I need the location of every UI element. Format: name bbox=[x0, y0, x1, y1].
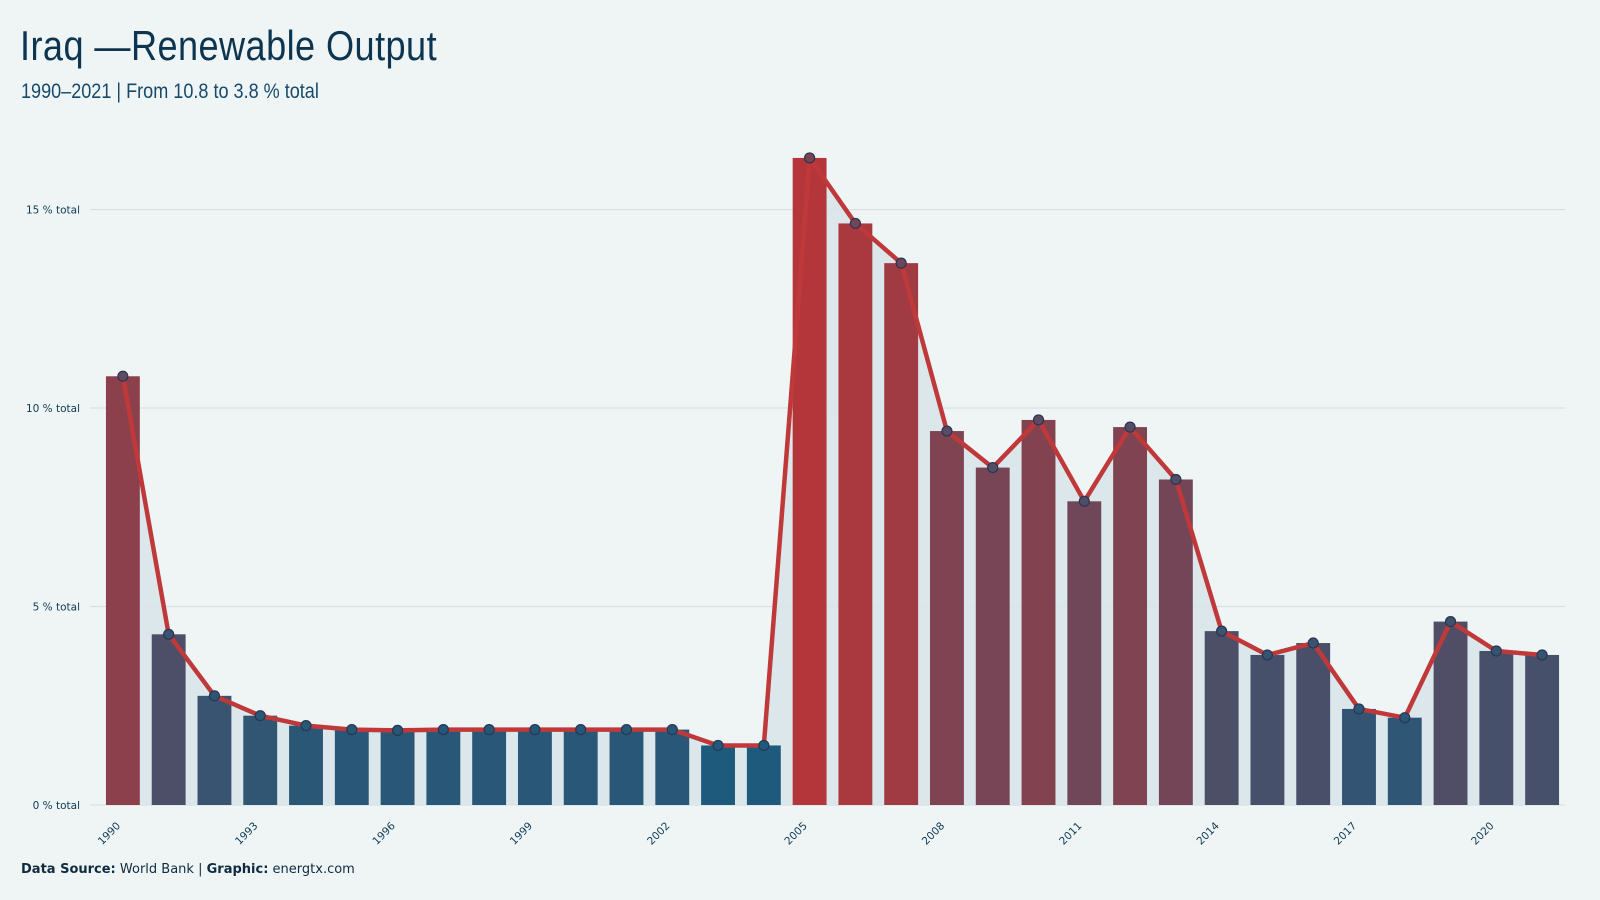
footer-separator: | bbox=[198, 862, 203, 877]
bar bbox=[1387, 717, 1422, 805]
bar bbox=[884, 263, 919, 805]
x-tick-label: 2017 bbox=[1332, 820, 1359, 847]
data-point bbox=[208, 690, 221, 702]
bar bbox=[975, 467, 1010, 805]
data-point bbox=[895, 257, 907, 269]
data-point bbox=[666, 723, 678, 736]
x-tick-label: 1990 bbox=[96, 820, 123, 847]
x-tick-label: 1996 bbox=[370, 820, 398, 848]
footer: Data Source: World Bank | Graphic: energ… bbox=[21, 862, 355, 877]
chart-title: Iraq —Renewable Output bbox=[20, 22, 438, 69]
bar bbox=[1479, 650, 1514, 805]
x-tick-label: 1999 bbox=[508, 820, 535, 847]
bar bbox=[563, 729, 598, 805]
data-point bbox=[391, 724, 404, 736]
data-point bbox=[1124, 421, 1136, 433]
bar bbox=[334, 729, 369, 805]
data-point bbox=[941, 425, 953, 437]
point-layer bbox=[117, 152, 1548, 752]
bar bbox=[1158, 479, 1193, 805]
x-tick-label: 1993 bbox=[233, 820, 260, 847]
bar bbox=[746, 745, 781, 805]
data-point bbox=[1032, 414, 1045, 426]
bar bbox=[1021, 419, 1056, 805]
bar bbox=[1433, 621, 1468, 805]
x-tick-label: 2014 bbox=[1194, 820, 1222, 848]
data-point bbox=[117, 370, 129, 382]
data-point bbox=[1216, 625, 1228, 637]
chart-subtitle: 1990–2021 | From 10.8 to 3.8 % total bbox=[21, 80, 319, 103]
bar bbox=[1296, 643, 1331, 805]
bar bbox=[472, 729, 507, 805]
source-label: Data Source: bbox=[21, 862, 116, 877]
bar bbox=[426, 729, 461, 805]
x-tick-label: 2011 bbox=[1057, 820, 1084, 847]
bar bbox=[517, 729, 552, 805]
bar bbox=[380, 730, 415, 805]
data-point bbox=[620, 723, 633, 736]
x-axis: 1990 1993 1996 1999 2002 2005 2008 2011 2014 2017… bbox=[96, 820, 1497, 848]
bar bbox=[1525, 654, 1560, 805]
x-tick-label: 2020 bbox=[1469, 820, 1496, 847]
bar bbox=[1204, 631, 1239, 805]
x-tick-label: 2005 bbox=[782, 820, 809, 847]
data-point bbox=[1170, 473, 1182, 486]
bar bbox=[197, 695, 232, 805]
data-point bbox=[300, 720, 312, 732]
data-point bbox=[1353, 703, 1365, 715]
y-tick-label: 10 % total bbox=[26, 403, 80, 415]
bar bbox=[243, 715, 278, 805]
data-point bbox=[987, 461, 999, 474]
x-tick-label: 2002 bbox=[645, 820, 672, 847]
y-tick-label: 5 % total bbox=[33, 602, 80, 614]
y-tick-label: 15 % total bbox=[26, 205, 80, 217]
data-point bbox=[712, 739, 724, 752]
trend-line bbox=[120, 155, 1545, 748]
bar bbox=[609, 729, 644, 805]
data-point bbox=[163, 628, 175, 640]
bar bbox=[701, 745, 735, 805]
graphic-value: energtx.com bbox=[272, 862, 355, 877]
x-tick-label: 2008 bbox=[920, 820, 947, 847]
bar bbox=[151, 634, 186, 805]
data-point bbox=[1078, 495, 1090, 507]
graphic-label: Graphic: bbox=[206, 862, 269, 877]
data-point bbox=[575, 723, 587, 736]
bar bbox=[1250, 654, 1285, 805]
data-point bbox=[529, 723, 541, 736]
bar bbox=[1342, 708, 1376, 805]
data-point bbox=[1444, 615, 1457, 628]
line-layer bbox=[120, 155, 1545, 748]
data-point bbox=[346, 723, 358, 736]
data-point bbox=[758, 739, 770, 752]
data-point bbox=[437, 723, 449, 736]
y-tick-label: 0 % total bbox=[33, 800, 80, 812]
data-point bbox=[1261, 649, 1274, 661]
source-value: World Bank bbox=[119, 862, 194, 877]
data-point bbox=[1399, 712, 1411, 724]
bar bbox=[289, 725, 323, 805]
data-point bbox=[483, 723, 495, 736]
bar bbox=[1067, 501, 1102, 805]
bar bbox=[838, 223, 873, 805]
data-point bbox=[804, 152, 816, 164]
bar bbox=[930, 431, 964, 805]
data-point bbox=[1536, 649, 1548, 661]
bar bbox=[792, 157, 827, 805]
data-point bbox=[1490, 645, 1502, 657]
bar bbox=[655, 729, 690, 805]
data-point bbox=[849, 217, 861, 230]
data-point bbox=[1307, 637, 1319, 649]
bar bbox=[1113, 427, 1148, 805]
data-point bbox=[254, 710, 266, 722]
y-axis: 0 % total 5 % total 10 % total 15 % total bbox=[26, 205, 80, 812]
bar-layer bbox=[105, 157, 1560, 805]
